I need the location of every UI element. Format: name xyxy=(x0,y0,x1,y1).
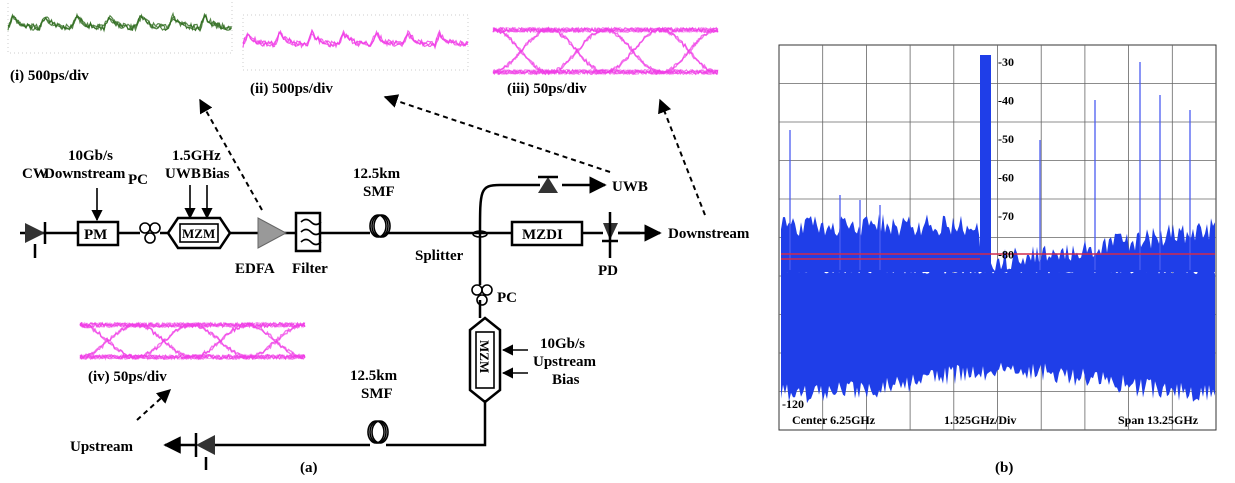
edfa xyxy=(258,218,286,248)
label: UWB xyxy=(165,166,201,182)
label: MZM xyxy=(182,226,215,241)
level-label: -40 xyxy=(998,94,1014,108)
caption: (b) xyxy=(995,460,1013,476)
level-label: -80 xyxy=(998,248,1014,262)
eye-trace xyxy=(493,29,718,74)
polarization-controller xyxy=(472,285,492,305)
label: Downstream xyxy=(668,226,750,242)
label: Splitter xyxy=(415,248,464,264)
label: 10Gb/s xyxy=(68,148,113,164)
label: Upstream xyxy=(533,354,597,370)
level-label: -30 xyxy=(998,55,1014,69)
eye-trace xyxy=(80,323,305,358)
eye-trace xyxy=(493,28,718,73)
label: SMF xyxy=(361,386,393,402)
level-label: -70 xyxy=(998,209,1014,223)
laser xyxy=(35,222,45,258)
label: 1.5GHz xyxy=(172,148,221,164)
label: PD xyxy=(598,263,618,279)
level-label: -50 xyxy=(998,132,1014,146)
eye-trace xyxy=(80,323,305,358)
dashed-arrow xyxy=(385,97,610,172)
eye-trace xyxy=(493,29,718,74)
inset-label: (i) 500ps/div xyxy=(10,68,89,84)
level-label: -120 xyxy=(782,397,804,411)
inset-label: (iii) 50ps/div xyxy=(507,81,587,97)
spectrum-panel: -30 -40 -50 -60 -70 -80 -120 Center 6.25GHz 1.32… xyxy=(779,45,1216,430)
photodiode xyxy=(196,433,206,470)
waveform xyxy=(8,14,232,31)
eye-trace xyxy=(80,323,305,358)
label: PC xyxy=(128,172,148,188)
label: PM xyxy=(84,227,107,243)
carrier xyxy=(980,55,991,270)
eye-trace xyxy=(80,324,305,359)
photodiode xyxy=(196,435,215,455)
eye-trace xyxy=(493,28,718,74)
label: SMF xyxy=(363,184,395,200)
figure: (i) 500ps/div (ii) 500ps/div (iii) 50ps/… xyxy=(0,0,1235,483)
dashed-arrow xyxy=(660,100,705,215)
polarization-controller xyxy=(140,223,160,243)
inset-label: (iv) 50ps/div xyxy=(88,369,167,385)
label: Bias xyxy=(552,372,580,388)
label: Bias xyxy=(202,166,230,182)
filter-symbol xyxy=(301,220,321,245)
label: MZDI xyxy=(522,227,563,243)
dashed-arrow xyxy=(137,390,170,420)
footer-label: Span 13.25GHz xyxy=(1118,413,1199,427)
inset-label: (ii) 500ps/div xyxy=(250,81,333,97)
label: 12.5km xyxy=(350,368,398,384)
label: Filter xyxy=(292,261,328,277)
photodiode xyxy=(538,177,558,193)
fiber-spool xyxy=(370,215,390,237)
label: 12.5km xyxy=(353,166,401,182)
level-label: -60 xyxy=(998,171,1014,185)
laser xyxy=(25,223,45,243)
label: Downstream xyxy=(44,166,126,182)
label: EDFA xyxy=(235,261,275,277)
schematic: CW PM 10Gb/s Downstream PC 1.5GHz UWB Bi… xyxy=(20,97,750,476)
footer-label: 1.325GHz/Div xyxy=(944,413,1016,427)
photodiode xyxy=(602,212,618,258)
label: UWB xyxy=(612,179,648,195)
label: PC xyxy=(497,290,517,306)
caption: (a) xyxy=(300,460,318,476)
label: Upstream xyxy=(70,439,134,455)
fiber-spool xyxy=(368,421,388,443)
label: MZM xyxy=(477,340,492,373)
label: 10Gb/s xyxy=(540,336,585,352)
footer-label: Center 6.25GHz xyxy=(792,413,876,427)
